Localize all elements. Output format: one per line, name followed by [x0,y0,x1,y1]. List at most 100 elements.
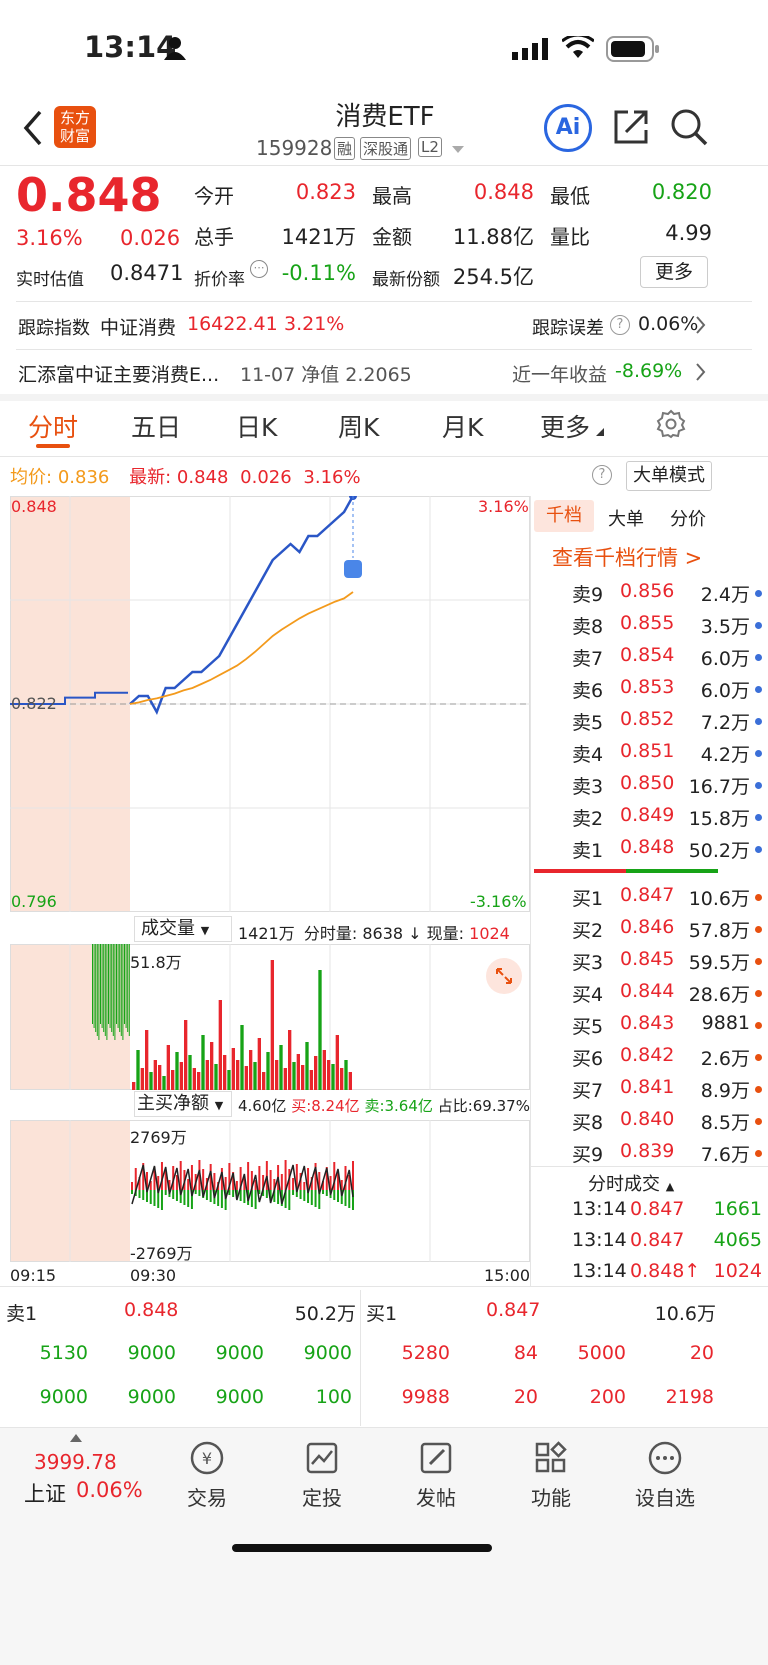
queue-order: 20 [513,1386,538,1408]
bid-price: 0.842 [620,1044,675,1066]
ask-level: 卖7 [572,648,604,670]
current-volume-value: 1024 [469,924,510,943]
ask-price: 0.848 [620,836,675,858]
ask-row[interactable]: 卖8 0.855 3.5万 [568,612,768,642]
chevron-right-icon[interactable] [696,316,706,334]
nav-add-watchlist[interactable]: 设自选 [620,1440,710,1511]
bid-row[interactable]: 买6 0.842 2.6万 [568,1044,768,1074]
code-dropdown-icon[interactable] [452,146,464,154]
nav-invest[interactable]: 定投 [277,1440,367,1511]
trade-price: 0.848↑ [630,1260,701,1282]
netbuy-ratio-value: 69.37% [472,1097,530,1115]
volume-bar [201,1035,205,1090]
bid-row[interactable]: 买4 0.844 28.6万 [568,980,768,1010]
ask-row[interactable]: 卖5 0.852 7.2万 [568,708,768,738]
volume-max-label: 51.8万 [130,953,182,972]
ask-price: 0.853 [620,676,675,698]
bid-volume: 9881 [701,1012,750,1034]
share-icon[interactable] [612,108,650,146]
bid-dot-icon [755,1022,762,1029]
nav-trade[interactable]: ¥ 交易 [162,1440,252,1511]
bid-row[interactable]: 买3 0.845 59.5万 [568,948,768,978]
bid-price: 0.844 [620,980,675,1002]
netbuy-max-label: 2769万 [130,1128,187,1147]
ask-price: 0.855 [620,612,675,634]
queue-order: 9000 [127,1386,176,1408]
price-chart[interactable] [10,496,530,912]
chevron-right-icon-2[interactable] [696,363,706,381]
fund-name[interactable]: 汇添富中证主要消费E... [18,364,220,386]
bid-price: 0.839 [620,1140,675,1162]
back-button[interactable] [22,110,44,146]
tracking-pct: 3.21% [284,313,345,335]
amount-value: 11.88亿 [452,225,534,249]
tab-monthly-k[interactable]: 月K [442,413,484,442]
bid-row[interactable]: 买9 0.839 7.6万 [568,1140,768,1170]
queue-order: 5000 [577,1342,626,1364]
index-value[interactable]: 3999.78 [34,1450,117,1474]
view-depth-link[interactable]: 查看千档行情 > [552,546,703,570]
netbuy-selector[interactable]: 主买净额 ▼ [134,1091,232,1117]
tab-daily-k[interactable]: 日K [236,413,278,442]
expand-icon[interactable] [486,958,522,994]
help-icon[interactable]: ? [610,315,630,335]
bid-row[interactable]: 买1 0.847 10.6万 [568,884,768,914]
ratio-value: 4.99 [665,221,712,245]
netbuy-buy-label: 买: [291,1097,312,1115]
help-icon-2[interactable]: ? [592,465,612,485]
bid-row[interactable]: 买5 0.843 9881 [568,1012,768,1042]
tab-more-caret-icon [596,428,604,436]
tab-more[interactable]: 更多 [540,413,591,442]
nav-functions[interactable]: 功能 [506,1440,596,1511]
volume-bar [145,1030,149,1090]
avg-label: 均价: [10,467,53,488]
settings-gear-icon[interactable] [656,409,686,439]
ask-row[interactable]: 卖9 0.856 2.4万 [568,580,768,610]
tag-l2: L2 [418,137,442,157]
volume-bar [218,1000,222,1090]
nav-post[interactable]: 发帖 [391,1440,481,1511]
bid-row[interactable]: 买2 0.846 57.8万 [568,916,768,946]
info-icon[interactable]: ⋯ [250,260,268,278]
ask-volume: 50.2万 [688,840,750,862]
volume-bar [214,1064,218,1090]
volume-bar [231,1048,235,1090]
ask-row[interactable]: 卖2 0.849 15.8万 [568,804,768,834]
bid-dot-icon [755,958,762,965]
bid-dot-icon [755,1054,762,1061]
ai-button[interactable]: Ai [544,104,592,152]
tracking-index[interactable]: 中证消费 [100,317,177,339]
tab-weekly-k[interactable]: 周K [338,413,380,442]
trade-time: 13:14 [572,1198,627,1220]
trade-price: 0.847 [630,1229,685,1251]
big-order-mode-button[interactable]: 大单模式 [626,461,712,491]
ask-row[interactable]: 卖1 0.848 50.2万 [568,836,768,866]
volume-selector[interactable]: 成交量 ▼ [134,916,232,942]
tab-intraday[interactable]: 分时 [28,413,79,442]
tab-5day[interactable]: 五日 [131,413,182,442]
tracking-error-value: 0.06% [638,313,699,335]
ask-row[interactable]: 卖7 0.854 6.0万 [568,644,768,674]
depth-tab-big[interactable]: 大单 [608,509,644,530]
bid-volume: 7.6万 [700,1144,750,1166]
ask-row[interactable]: 卖6 0.853 6.0万 [568,676,768,706]
depth-tab-price[interactable]: 分价 [670,509,706,530]
ask-row[interactable]: 卖4 0.851 4.2万 [568,740,768,770]
home-indicator [232,1544,492,1552]
volume-value: 1421万 [281,225,356,249]
ask-row[interactable]: 卖3 0.850 16.7万 [568,772,768,802]
bid-row[interactable]: 买8 0.840 8.5万 [568,1108,768,1138]
trades-title[interactable]: 分时成交 ▲ [588,1174,675,1195]
bid-level: 买2 [572,920,604,942]
depth-tab-thousand[interactable]: 千档 [534,500,594,532]
more-button[interactable]: 更多 [640,256,708,288]
search-icon[interactable] [670,108,708,146]
volume-bar [283,1068,287,1090]
bid-row[interactable]: 买7 0.841 8.9万 [568,1076,768,1106]
ask-dot-icon [755,686,762,693]
auction-line [10,691,128,705]
discount-value: -0.11% [281,261,356,285]
netbuy-total: 4.60亿 [238,1097,287,1115]
volume-bar [244,1066,248,1090]
volume-bar [266,1052,270,1090]
